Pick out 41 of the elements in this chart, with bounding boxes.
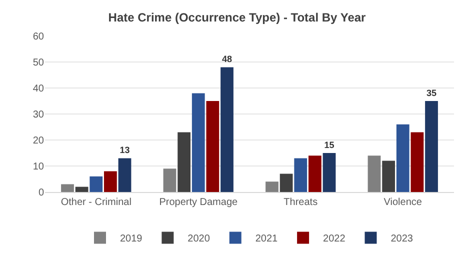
bar xyxy=(118,158,132,192)
bar xyxy=(206,101,220,192)
legend-label: 2021 xyxy=(255,234,278,245)
y-tick-label: 60 xyxy=(32,32,44,42)
bar xyxy=(425,101,438,192)
x-tick-label: Other - Criminal xyxy=(60,197,132,208)
bar xyxy=(368,156,381,192)
bar xyxy=(220,67,234,192)
bar xyxy=(90,176,103,192)
bar xyxy=(308,156,322,192)
data-label: 15 xyxy=(324,140,334,150)
bar xyxy=(266,182,278,192)
bar xyxy=(322,153,336,192)
x-tick-label: Property Damage xyxy=(159,197,238,208)
bar xyxy=(75,186,88,192)
bar xyxy=(396,124,410,192)
data-label: 35 xyxy=(426,88,437,98)
y-tick-label: 20 xyxy=(32,136,44,146)
bar xyxy=(280,174,293,192)
x-tick-label: Violence xyxy=(384,197,422,208)
y-tick-label: 10 xyxy=(32,162,44,172)
y-tick-label: 0 xyxy=(38,188,44,198)
legend-label: 2022 xyxy=(323,234,346,245)
legend-label: 2020 xyxy=(188,234,210,245)
bar xyxy=(410,132,424,192)
y-tick-label: 40 xyxy=(32,84,44,94)
bar xyxy=(192,93,205,192)
bar xyxy=(294,158,308,192)
y-tick-label: 50 xyxy=(32,58,44,68)
bar xyxy=(61,184,74,192)
chart-title: Hate Crime (Occurrence Type) - Total By Year xyxy=(108,10,366,25)
y-tick-label: 30 xyxy=(32,110,44,120)
bar xyxy=(104,171,117,192)
bar xyxy=(178,132,190,192)
bar xyxy=(382,160,395,192)
x-tick-label: Threats xyxy=(284,197,318,208)
legend-label: 2023 xyxy=(390,234,414,245)
bar xyxy=(163,168,176,192)
data-label: 13 xyxy=(120,145,130,156)
legend-label: 2019 xyxy=(120,234,143,245)
data-label: 48 xyxy=(222,54,232,64)
